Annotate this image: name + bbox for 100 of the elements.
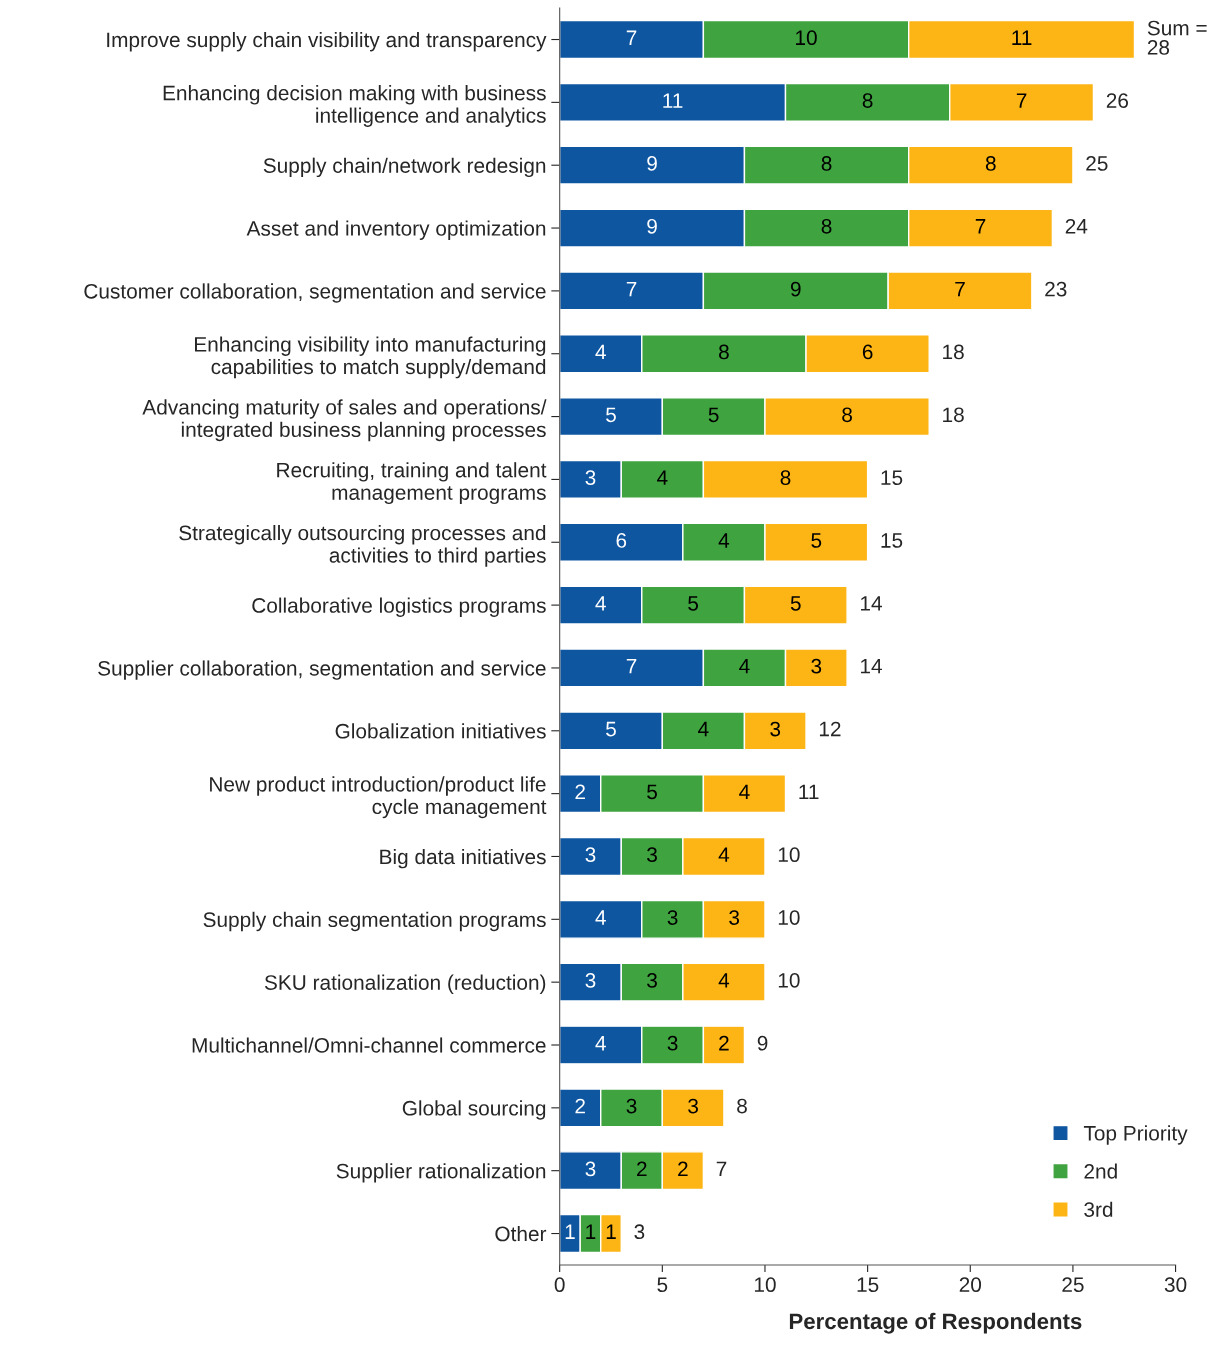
y-tick-label: Global sourcing — [402, 1100, 546, 1120]
data-label: 2 — [637, 1161, 647, 1177]
data-label: 1 — [565, 1224, 575, 1239]
x-tick-label: 30 — [1164, 1277, 1187, 1293]
data-label: 1 — [606, 1224, 616, 1239]
data-label: 5 — [606, 721, 616, 737]
data-label: 10 — [796, 30, 817, 46]
total-label: Sum = 28 — [1147, 20, 1207, 55]
data-label: 4 — [595, 344, 606, 360]
data-label: 7 — [626, 659, 637, 674]
total-label: 10 — [778, 910, 800, 925]
data-label: 5 — [606, 407, 616, 423]
total-label: 12 — [819, 721, 841, 737]
data-label: 2 — [575, 1098, 585, 1114]
x-tick-label: 15 — [857, 1277, 879, 1293]
legend-label: 3rd — [1084, 1201, 1113, 1217]
data-label: 7 — [975, 219, 986, 234]
data-label: 7 — [1016, 93, 1027, 108]
total-label: 8 — [737, 1098, 747, 1114]
data-label: 4 — [718, 533, 730, 548]
legend-label: Top Priority — [1083, 1125, 1188, 1145]
total-label: 9 — [757, 1035, 768, 1051]
data-label: 4 — [698, 721, 709, 737]
y-tick-label: Supplier rationalization — [336, 1163, 546, 1183]
data-label: 8 — [862, 93, 873, 108]
total-label: 15 — [881, 533, 903, 548]
data-label: 4 — [739, 784, 750, 800]
data-label: 8 — [821, 156, 832, 171]
legend-label: 2nd — [1084, 1163, 1117, 1179]
data-label: 11 — [663, 93, 683, 108]
data-label: 8 — [780, 470, 791, 486]
y-tick-label: New product introduction/product life cycle management — [210, 776, 547, 819]
total-label: 23 — [1045, 281, 1067, 297]
x-tick-label: 20 — [959, 1277, 982, 1293]
y-tick-label: SKU rationalization (reduction) — [264, 974, 546, 995]
y-tick-label: Big data initiatives — [380, 848, 546, 869]
data-label: 8 — [719, 344, 729, 360]
total-label: 7 — [716, 1161, 727, 1177]
data-label: 6 — [616, 533, 627, 548]
data-label: 4 — [595, 910, 606, 925]
y-tick-label: Supplier collaboration, segmentation and service — [98, 660, 546, 680]
y-tick-label: Asset and inventory optimization — [246, 220, 546, 240]
data-label: 11 — [1012, 30, 1032, 45]
y-tick-label: Improve supply chain visibility and transparency — [107, 31, 547, 52]
data-label: 5 — [790, 596, 801, 611]
y-tick-label: Enhancing decision making with business intelligence and analytics — [163, 85, 546, 127]
data-label: 8 — [985, 156, 996, 171]
y-tick-label: Advancing maturity of sales and operations/ integrated business planning processes — [142, 399, 547, 442]
y-tick-label: Customer collaboration, segmentation and service — [84, 283, 546, 303]
data-label: 8 — [842, 407, 852, 423]
data-label: 9 — [647, 218, 657, 234]
y-tick-label: Supply chain segmentation programs — [203, 911, 546, 932]
data-label: 5 — [688, 596, 699, 611]
y-tick-label: Recruiting, training and talent management programs — [277, 462, 547, 505]
data-label: 4 — [718, 847, 730, 862]
y-tick-label: Multichannel/Omni-channel commerce — [192, 1037, 546, 1053]
data-label: 3 — [688, 1098, 698, 1114]
x-tick-label: 25 — [1062, 1277, 1084, 1293]
data-label: 4 — [718, 973, 730, 988]
total-label: 3 — [634, 1224, 645, 1240]
data-label: 3 — [729, 910, 740, 925]
data-label: 3 — [647, 847, 657, 863]
x-tick-label: 5 — [657, 1277, 668, 1293]
x-tick-label: 10 — [754, 1277, 776, 1293]
data-label: 4 — [595, 596, 606, 611]
y-tick-label: Supply chain/network redesign — [263, 157, 546, 178]
data-label: 6 — [862, 344, 873, 360]
data-label: 2 — [678, 1161, 688, 1177]
total-label: 25 — [1086, 156, 1108, 171]
total-label: 11 — [799, 784, 819, 800]
x-axis-title: Percentage of Respondents — [789, 1312, 1082, 1334]
total-label: 10 — [778, 973, 800, 988]
data-label: 3 — [811, 658, 822, 674]
data-label: 3 — [667, 1035, 678, 1051]
data-label: 8 — [821, 218, 832, 234]
data-label: 7 — [955, 281, 965, 297]
data-label: 5 — [708, 407, 719, 423]
data-label: 1 — [586, 1224, 596, 1239]
data-label: 7 — [626, 281, 637, 297]
data-label: 5 — [647, 784, 657, 800]
data-label: 5 — [811, 533, 822, 548]
x-tick-label: 0 — [554, 1277, 565, 1293]
data-label: 2 — [575, 784, 585, 800]
y-tick-label: Other — [495, 1225, 547, 1242]
total-label: 26 — [1106, 93, 1129, 108]
total-label: 24 — [1065, 218, 1088, 234]
total-label: 14 — [861, 659, 882, 674]
total-label: 10 — [778, 847, 800, 863]
data-label: 3 — [585, 470, 596, 486]
total-label: 18 — [943, 407, 964, 423]
data-label: 4 — [739, 659, 750, 674]
total-label: 14 — [861, 596, 882, 611]
data-label: 3 — [585, 847, 596, 863]
data-label: 3 — [647, 973, 657, 988]
data-label: 4 — [657, 470, 668, 485]
y-tick-label: Strategically outsourcing processes and activities to third parties — [179, 525, 546, 567]
total-label: 15 — [881, 470, 903, 486]
data-label: 9 — [790, 281, 801, 297]
total-label: 18 — [943, 344, 964, 360]
data-label: 3 — [585, 1161, 596, 1177]
